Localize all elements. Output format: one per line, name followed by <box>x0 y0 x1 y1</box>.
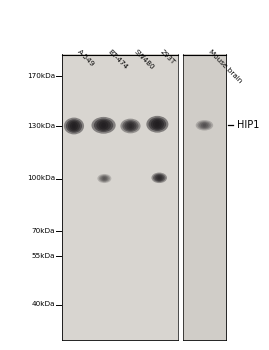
Text: HIP1: HIP1 <box>237 120 259 130</box>
Ellipse shape <box>153 174 165 182</box>
Ellipse shape <box>155 122 160 127</box>
Ellipse shape <box>158 176 161 179</box>
Ellipse shape <box>91 117 116 134</box>
Text: SW480: SW480 <box>133 48 155 71</box>
Text: A-549: A-549 <box>77 48 96 68</box>
Text: 130kDa: 130kDa <box>27 123 55 129</box>
Text: 55kDa: 55kDa <box>31 252 55 259</box>
Ellipse shape <box>151 119 164 130</box>
Text: 70kDa: 70kDa <box>31 228 55 234</box>
Ellipse shape <box>203 124 206 127</box>
Ellipse shape <box>155 174 164 181</box>
Ellipse shape <box>124 121 137 131</box>
Bar <box>183 54 226 340</box>
Ellipse shape <box>151 173 167 183</box>
Ellipse shape <box>199 122 210 129</box>
Ellipse shape <box>64 118 84 134</box>
Ellipse shape <box>156 175 162 181</box>
Ellipse shape <box>120 119 140 133</box>
Bar <box>62 54 178 340</box>
Ellipse shape <box>72 124 76 128</box>
Text: BT-474: BT-474 <box>106 48 128 70</box>
Ellipse shape <box>197 121 211 130</box>
Ellipse shape <box>99 121 108 130</box>
Ellipse shape <box>153 120 162 128</box>
Ellipse shape <box>126 122 134 130</box>
Ellipse shape <box>128 124 133 128</box>
Ellipse shape <box>196 120 213 131</box>
Text: Mouse brain: Mouse brain <box>207 48 243 84</box>
Ellipse shape <box>146 116 168 133</box>
Ellipse shape <box>96 120 111 131</box>
Ellipse shape <box>101 123 106 128</box>
Text: 40kDa: 40kDa <box>31 301 55 308</box>
Text: 170kDa: 170kDa <box>27 73 55 79</box>
Ellipse shape <box>102 176 107 181</box>
Ellipse shape <box>103 177 106 180</box>
Ellipse shape <box>122 120 139 132</box>
Ellipse shape <box>70 122 78 130</box>
Ellipse shape <box>148 118 166 131</box>
Ellipse shape <box>99 175 110 182</box>
Text: 293T: 293T <box>159 48 176 65</box>
Ellipse shape <box>68 120 80 132</box>
Ellipse shape <box>97 174 111 183</box>
Ellipse shape <box>201 123 208 128</box>
Ellipse shape <box>100 176 109 181</box>
Ellipse shape <box>66 119 82 133</box>
Ellipse shape <box>94 119 113 132</box>
Text: 100kDa: 100kDa <box>27 175 55 182</box>
